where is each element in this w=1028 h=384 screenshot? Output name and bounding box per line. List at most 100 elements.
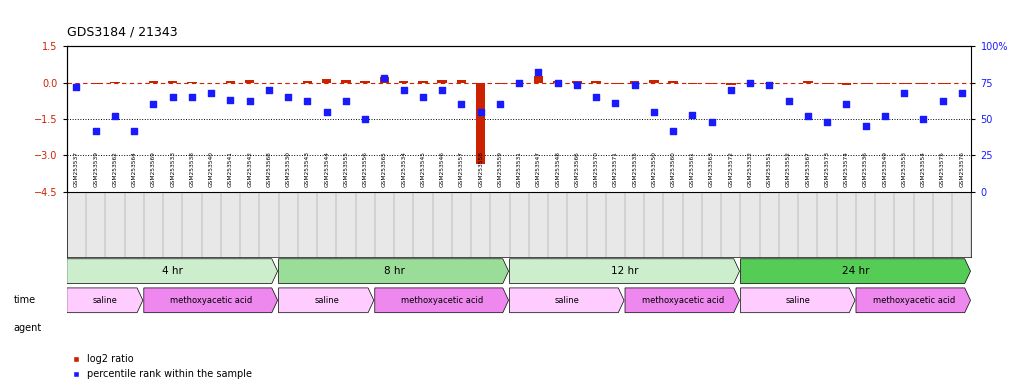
Bar: [476, 83, 485, 164]
Bar: [649, 79, 659, 83]
Point: [934, 98, 951, 104]
Point: [299, 98, 316, 104]
Point: [723, 87, 739, 93]
Bar: [302, 81, 313, 83]
FancyArrow shape: [856, 288, 970, 313]
Text: saline: saline: [315, 296, 339, 305]
Point: [107, 113, 123, 119]
Point: [780, 98, 797, 104]
Point: [414, 94, 431, 100]
Bar: [553, 81, 562, 83]
Bar: [534, 76, 543, 83]
Text: methoxyacetic acid: methoxyacetic acid: [401, 296, 483, 305]
Point: [357, 116, 373, 122]
Point: [877, 113, 893, 119]
Point: [608, 100, 624, 106]
Point: [665, 127, 682, 134]
Bar: [399, 81, 408, 83]
Bar: [418, 81, 428, 83]
Point: [742, 79, 759, 86]
FancyArrow shape: [510, 259, 739, 283]
Point: [319, 109, 335, 115]
Point: [800, 113, 816, 119]
Text: methoxyacetic acid: methoxyacetic acid: [873, 296, 955, 305]
Bar: [456, 80, 467, 83]
FancyArrow shape: [740, 259, 970, 283]
FancyArrow shape: [67, 288, 143, 313]
Point: [685, 111, 701, 118]
FancyArrow shape: [279, 259, 509, 283]
Text: 12 hr: 12 hr: [612, 266, 638, 276]
Point: [164, 94, 181, 100]
Bar: [379, 77, 390, 83]
Bar: [245, 80, 255, 83]
Bar: [630, 81, 639, 83]
Point: [87, 127, 104, 134]
Point: [819, 119, 836, 125]
Point: [145, 101, 161, 108]
Bar: [361, 81, 370, 83]
Bar: [726, 83, 736, 85]
Point: [915, 116, 931, 122]
Bar: [322, 79, 331, 83]
Bar: [745, 83, 755, 84]
Point: [184, 94, 200, 100]
Point: [222, 97, 238, 103]
Point: [126, 127, 143, 134]
Point: [376, 75, 393, 81]
Text: saline: saline: [785, 296, 811, 305]
Point: [203, 89, 219, 96]
Bar: [514, 83, 524, 84]
Bar: [860, 83, 871, 84]
Point: [646, 109, 662, 115]
Point: [337, 98, 354, 104]
Text: time: time: [13, 295, 36, 305]
Bar: [611, 83, 620, 84]
Text: 8 hr: 8 hr: [383, 266, 404, 276]
Point: [703, 119, 720, 125]
Bar: [168, 81, 178, 83]
Text: saline: saline: [555, 296, 580, 305]
FancyArrow shape: [67, 259, 278, 283]
Text: agent: agent: [13, 323, 41, 333]
Text: methoxyacetic acid: methoxyacetic acid: [170, 296, 252, 305]
Point: [491, 101, 508, 108]
Bar: [765, 83, 774, 84]
FancyArrow shape: [279, 288, 374, 313]
Point: [549, 79, 565, 86]
Point: [261, 87, 278, 93]
Bar: [591, 81, 601, 83]
FancyArrow shape: [740, 288, 855, 313]
Point: [761, 82, 777, 88]
Bar: [149, 81, 158, 83]
Point: [280, 94, 296, 100]
FancyArrow shape: [510, 288, 624, 313]
Text: 24 hr: 24 hr: [842, 266, 870, 276]
Bar: [938, 83, 948, 84]
Bar: [225, 81, 235, 83]
Point: [568, 82, 585, 88]
Point: [838, 101, 854, 108]
Point: [588, 94, 604, 100]
Point: [530, 69, 547, 75]
Point: [396, 87, 412, 93]
Bar: [822, 83, 832, 84]
FancyArrow shape: [144, 288, 278, 313]
Bar: [341, 80, 351, 83]
Bar: [919, 83, 928, 84]
Bar: [803, 81, 813, 83]
Bar: [842, 83, 851, 85]
Point: [453, 101, 470, 108]
Point: [857, 123, 874, 129]
Point: [473, 109, 489, 115]
Bar: [668, 81, 677, 83]
Bar: [187, 82, 196, 83]
Point: [895, 89, 912, 96]
FancyArrow shape: [625, 288, 739, 313]
Text: 4 hr: 4 hr: [162, 266, 183, 276]
Point: [434, 87, 450, 93]
Bar: [707, 83, 717, 84]
Legend: log2 ratio, percentile rank within the sample: log2 ratio, percentile rank within the s…: [72, 354, 252, 379]
Bar: [437, 79, 447, 83]
Point: [242, 98, 258, 104]
